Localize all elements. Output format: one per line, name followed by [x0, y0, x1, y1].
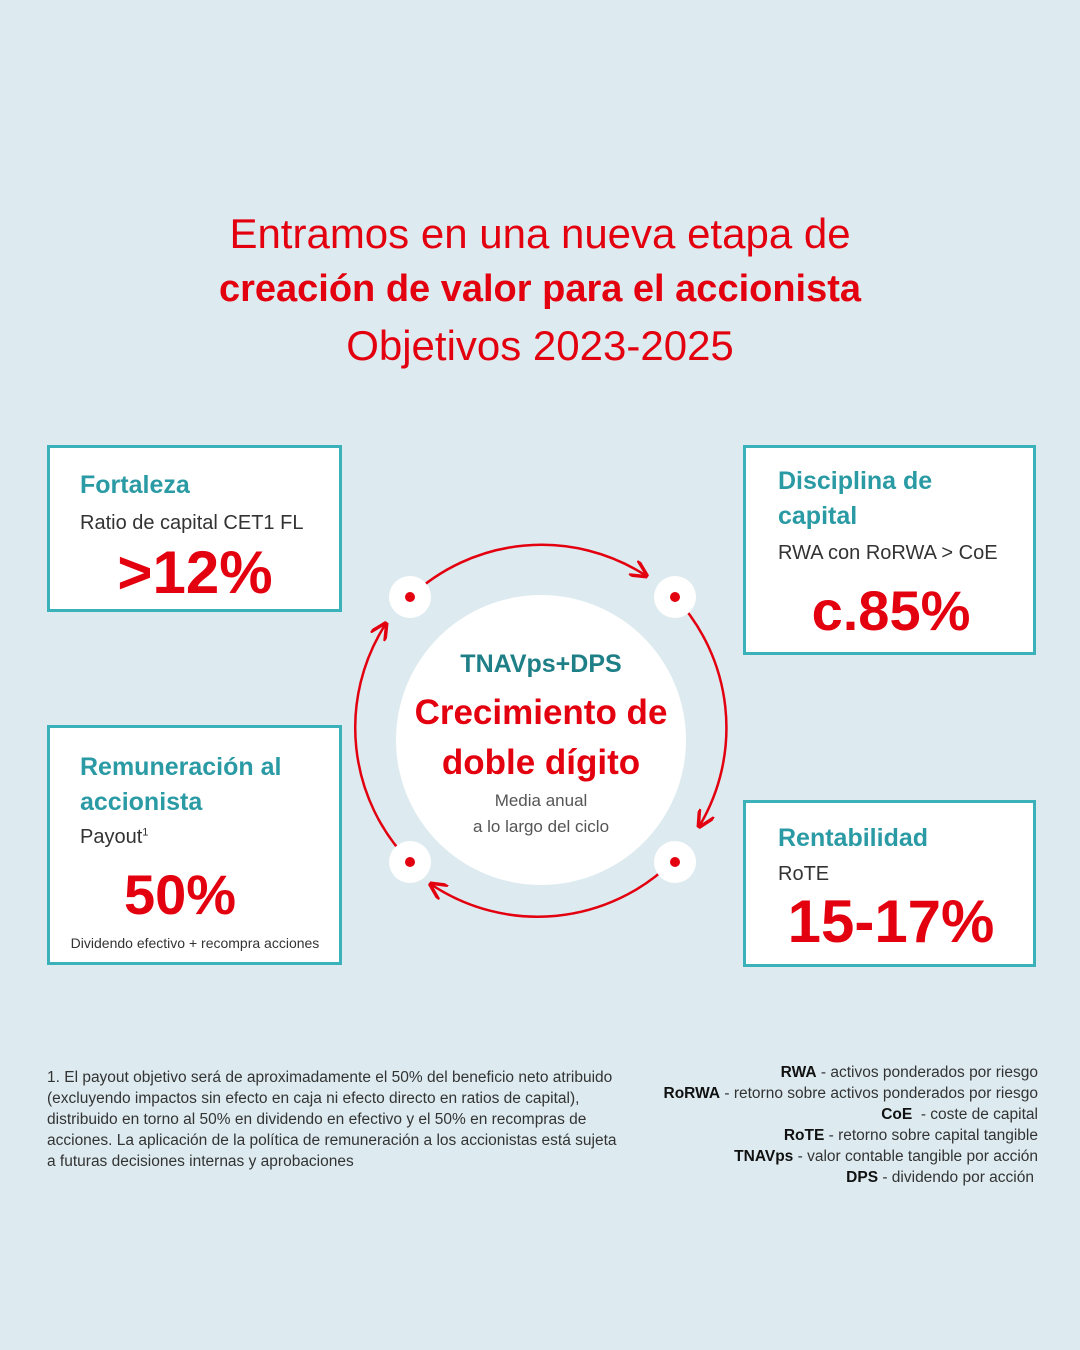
card-value: >12%: [117, 539, 273, 606]
arrow-left: [354, 625, 411, 863]
title-line-2: creación de valor para el accionista: [218, 268, 862, 310]
card-value: c.85%: [811, 579, 971, 642]
glossary-item: CoE - coste de capital: [600, 1104, 1038, 1125]
card-disciplina: Disciplina de capital RWA con RoRWA > Co…: [743, 445, 1036, 655]
arrow-right: [674, 596, 728, 825]
glossary-term: DPS: [846, 1169, 879, 1186]
glossary-term: TNAVps: [734, 1148, 794, 1165]
center-caption-line-1: Media anual: [494, 791, 588, 810]
card-subtitle: Payout: [80, 826, 143, 848]
card-subtitle: Ratio de capital CET1 FL: [80, 512, 304, 534]
glossary-definition: - coste de capital: [912, 1106, 1038, 1123]
card-subtitle: RoTE: [778, 863, 830, 885]
glossary-item: RoRWA - retorno sobre activos ponderados…: [600, 1083, 1038, 1104]
center-caption: Media anual a lo largo del ciclo: [396, 788, 686, 840]
glossary-term: RWA: [780, 1064, 817, 1081]
card-fortaleza: Fortaleza Ratio de capital CET1 FL >12%: [47, 445, 342, 612]
card-remuneracion: Remuneración al accionista Payout1 50% D…: [47, 725, 342, 965]
title-line-1: Entramos en una nueva etapa de: [229, 210, 851, 257]
cycle-nodes: [389, 576, 696, 883]
glossary-term: RoTE: [783, 1127, 825, 1144]
center-headline-line-1: Crecimiento de: [414, 693, 668, 732]
card-title: Disciplina de capital: [778, 467, 933, 530]
card-rentabilidad: Rentabilidad RoTE 15-17%: [743, 800, 1036, 967]
footnote-marker: 1: [142, 826, 149, 839]
glossary: RWA - activos ponderados por riesgo RoRW…: [600, 1062, 1038, 1188]
card-value: 50%: [123, 863, 237, 926]
center-metric: TNAVps+DPS: [460, 650, 622, 678]
title-line-3: Objetivos 2023-2025: [346, 322, 734, 369]
card-subtitle: RWA con RoRWA > CoE: [778, 542, 998, 564]
glossary-term: RoRWA: [663, 1085, 721, 1102]
glossary-definition: - valor contable tangible por acción: [793, 1148, 1038, 1165]
center-caption-line-2: a lo largo del ciclo: [472, 817, 610, 836]
card-title: Fortaleza: [80, 471, 190, 499]
card-title: Remuneración al accionista: [80, 753, 282, 816]
card-title: Rentabilidad: [778, 824, 929, 852]
center-headline: Crecimiento de doble dígito: [396, 688, 686, 788]
glossary-item: RWA - activos ponderados por riesgo: [600, 1062, 1038, 1083]
card-subtitle-wrap: Payout1: [80, 826, 148, 849]
glossary-definition: - dividendo por acción: [878, 1169, 1034, 1186]
glossary-definition: - retorno sobre capital tangible: [824, 1127, 1038, 1144]
glossary-item: RoTE - retorno sobre capital tangible: [600, 1125, 1038, 1146]
glossary-definition: - activos ponderados por riesgo: [816, 1064, 1038, 1081]
center-circle: [396, 595, 686, 885]
glossary-item: TNAVps - valor contable tangible por acc…: [600, 1146, 1038, 1167]
glossary-term: CoE: [881, 1106, 913, 1123]
card-note: Dividendo efectivo + recompra acciones: [70, 935, 320, 951]
arrow-bottom: [432, 861, 673, 918]
footnote: 1. El payout objetivo será de aproximada…: [47, 1069, 617, 1170]
card-value: 15-17%: [787, 888, 995, 955]
arrow-top: [409, 543, 645, 598]
glossary-definition: - retorno sobre activos ponderados por r…: [720, 1085, 1038, 1102]
center-headline-line-2: doble dígito: [441, 743, 641, 782]
glossary-item: DPS - dividendo por acción: [600, 1167, 1038, 1188]
